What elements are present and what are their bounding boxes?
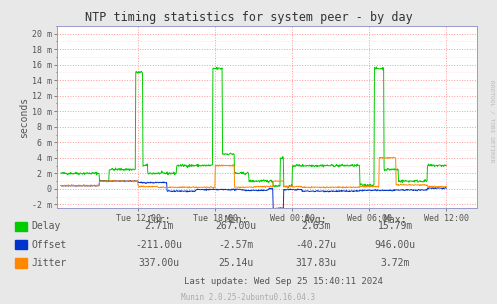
Text: Munin 2.0.25-2ubuntu0.16.04.3: Munin 2.0.25-2ubuntu0.16.04.3 [181,293,316,302]
Text: Cur:: Cur: [147,216,171,225]
Text: 15.79m: 15.79m [378,222,413,231]
Y-axis label: seconds: seconds [19,96,29,138]
Text: NTP timing statistics for system peer - by day: NTP timing statistics for system peer - … [84,11,413,24]
Text: 946.00u: 946.00u [375,240,415,250]
Text: 2.63m: 2.63m [301,222,331,231]
Text: 317.83u: 317.83u [295,258,336,268]
Text: Min:: Min: [224,216,248,225]
Text: -2.57m: -2.57m [219,240,253,250]
Text: RRDTOOL / TOBI OETIKER: RRDTOOL / TOBI OETIKER [490,80,495,163]
Text: Offset: Offset [31,240,67,250]
Text: 267.00u: 267.00u [216,222,256,231]
Text: 2.71m: 2.71m [144,222,174,231]
Text: -40.27u: -40.27u [295,240,336,250]
Text: 337.00u: 337.00u [139,258,179,268]
Text: Jitter: Jitter [31,258,67,268]
Text: 25.14u: 25.14u [219,258,253,268]
Text: Last update: Wed Sep 25 15:40:11 2024: Last update: Wed Sep 25 15:40:11 2024 [184,277,383,286]
Text: Max:: Max: [383,216,407,225]
Text: Avg:: Avg: [304,216,328,225]
Text: 3.72m: 3.72m [380,258,410,268]
Text: -211.00u: -211.00u [136,240,182,250]
Text: Delay: Delay [31,222,61,231]
